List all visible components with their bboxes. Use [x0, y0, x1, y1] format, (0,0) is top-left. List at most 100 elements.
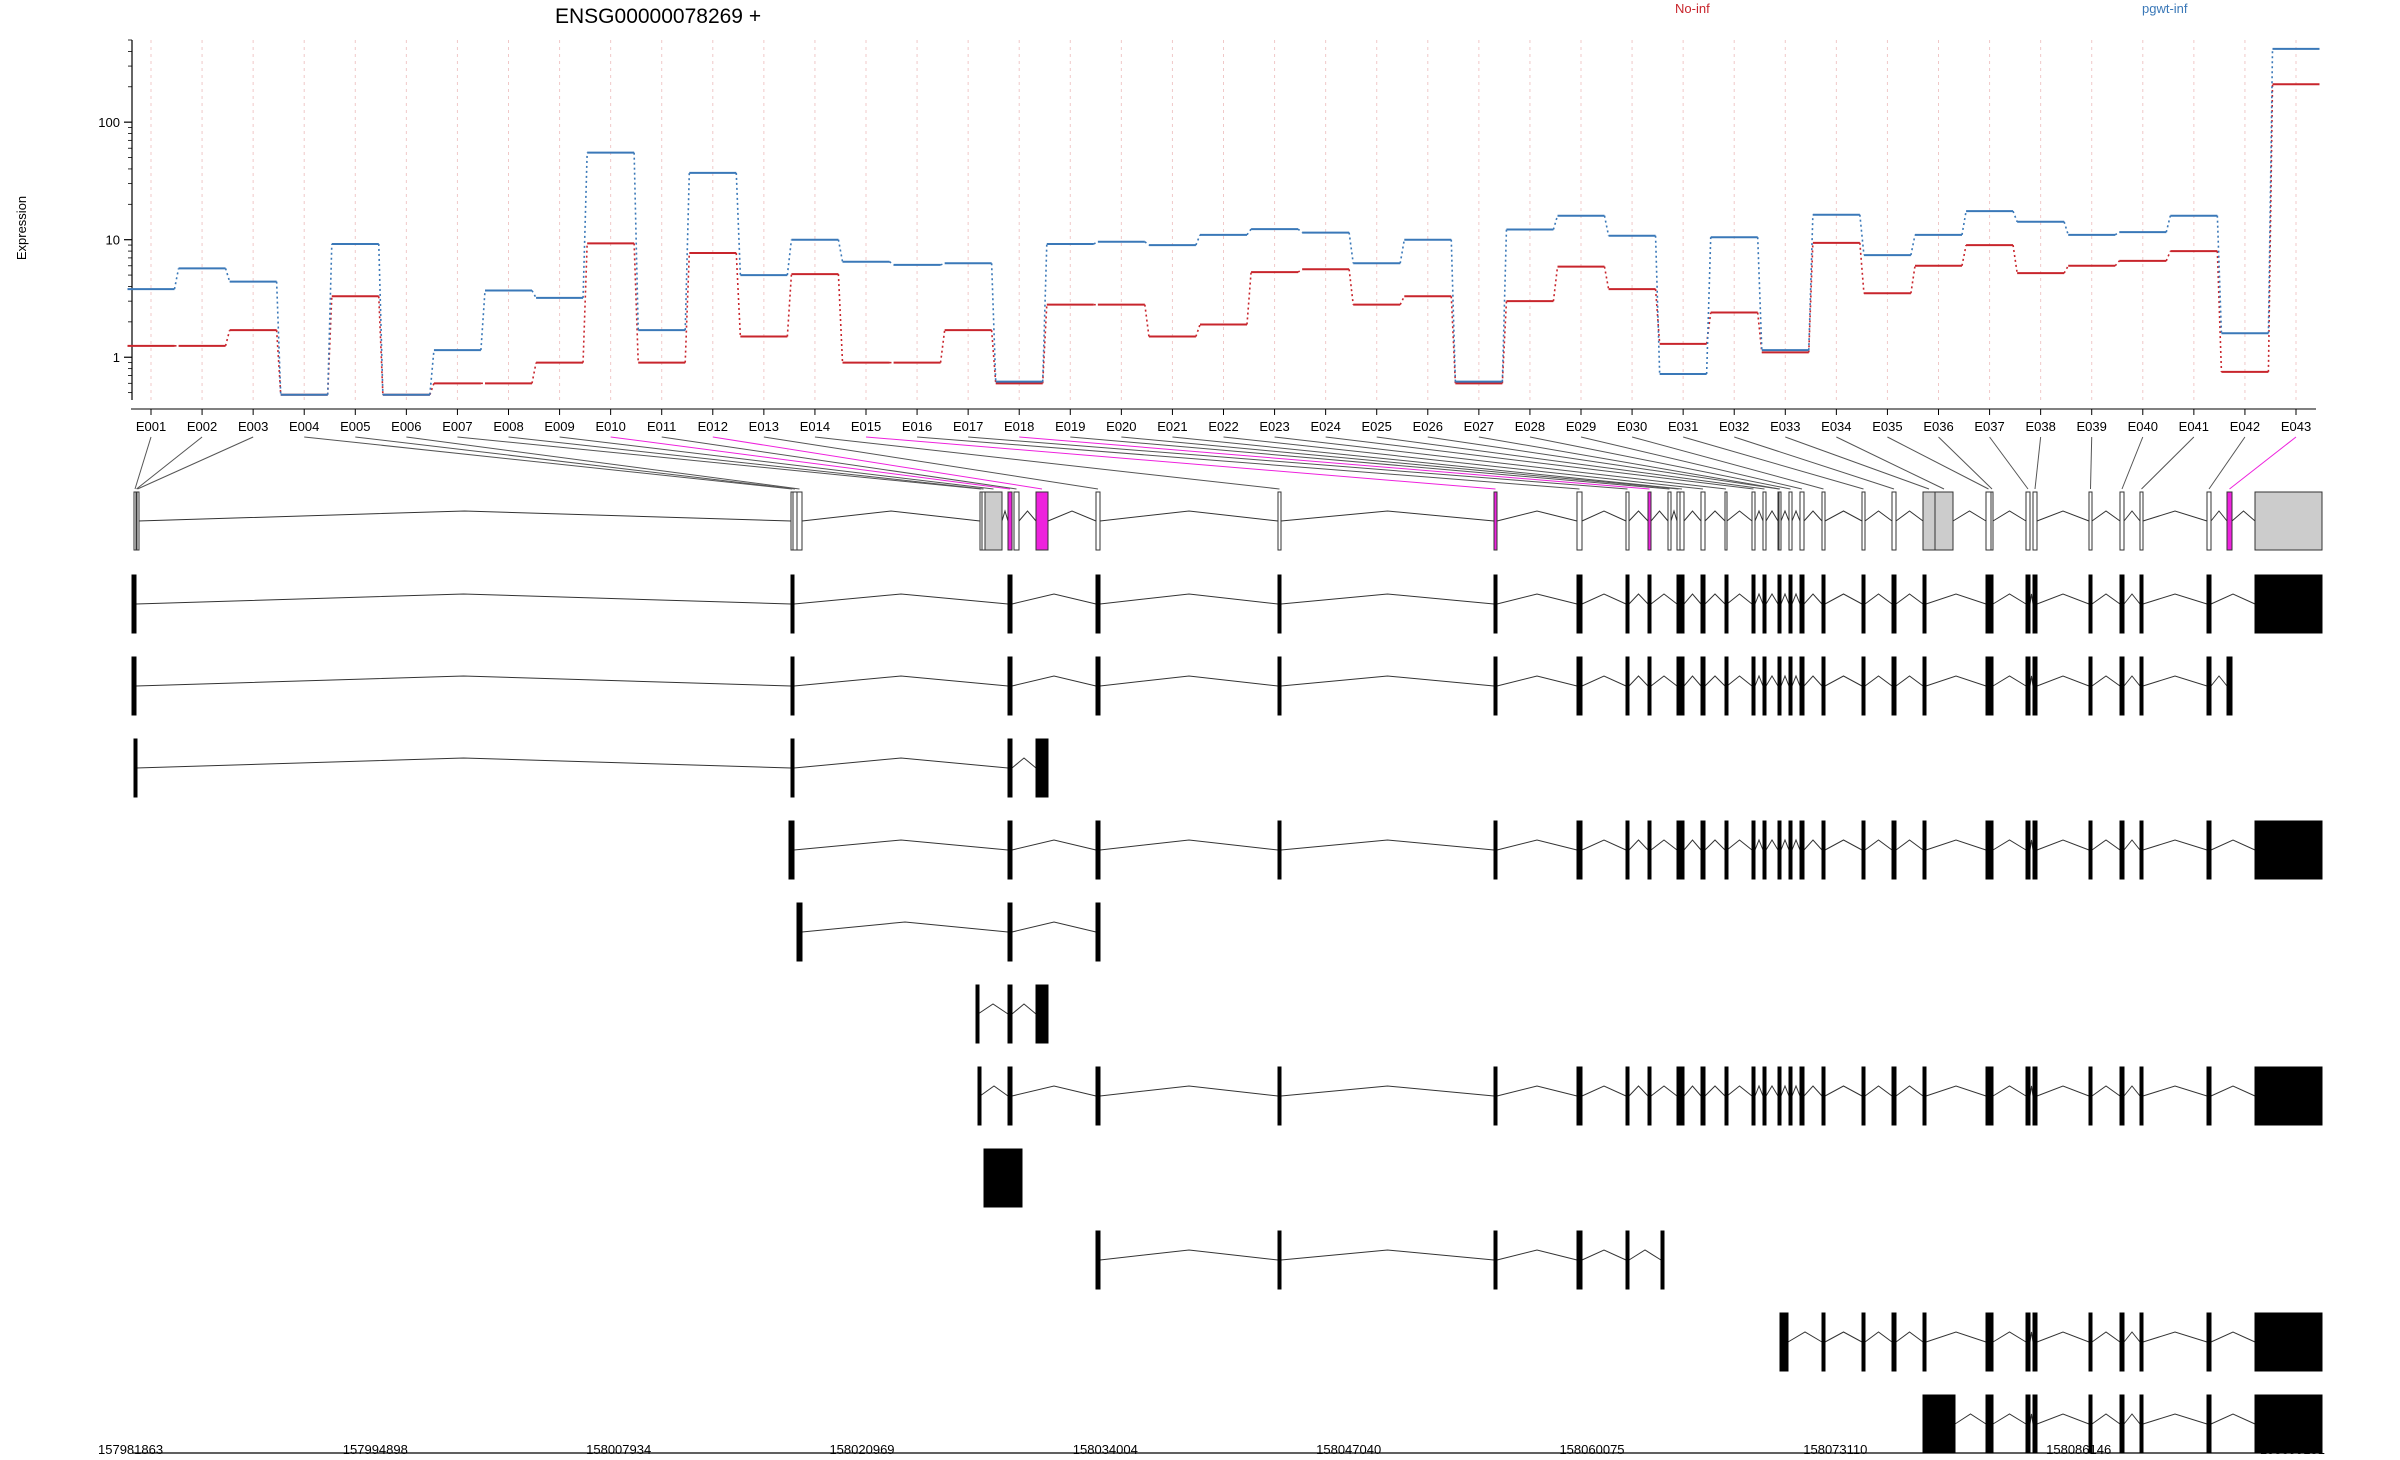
- expression-transition: [1807, 242, 1814, 353]
- intron-line: [1628, 593, 1649, 605]
- exon: [1985, 574, 1994, 634]
- expression-transition: [735, 253, 742, 337]
- exon: [1095, 1066, 1101, 1126]
- connector-E011: [661, 436, 1017, 490]
- exon: [983, 1148, 1023, 1208]
- exon: [1861, 1066, 1866, 1126]
- exon-bin: [2226, 491, 2233, 551]
- expression-transition: [326, 296, 333, 395]
- intron-line: [1650, 839, 1678, 851]
- exon-bin: [1985, 491, 1992, 551]
- exon-label-E010: E010: [595, 419, 625, 434]
- intron-line: [793, 593, 1009, 605]
- intron-line: [1992, 593, 2027, 605]
- exon: [1762, 574, 1767, 634]
- exon: [1861, 574, 1866, 634]
- intron-line: [1628, 839, 1649, 851]
- intron-line: [1754, 509, 1764, 522]
- exon: [1277, 574, 1282, 634]
- exon: [1788, 656, 1793, 716]
- expression-transition: [1910, 265, 1916, 294]
- exon: [2025, 1312, 2031, 1372]
- exon: [1751, 574, 1756, 634]
- intron-line: [1280, 675, 1495, 687]
- transcript-track-9: [1095, 1230, 1665, 1290]
- intron-line: [1280, 1249, 1495, 1261]
- exon: [1821, 1312, 1826, 1372]
- connector-E003: [137, 436, 254, 490]
- intron-line: [1803, 839, 1823, 851]
- grid-lines: [150, 40, 2297, 404]
- connector-E036: [1938, 436, 1993, 490]
- intron-line: [1791, 1084, 1801, 1097]
- intron-line: [1011, 839, 1097, 851]
- legend-no-inf: No-inf: [1675, 1, 1710, 16]
- exon-label-E038: E038: [2025, 419, 2055, 434]
- exon-labels: E001 E002 E003 E004 E005 E006 E007 E008 E009 E010…: [131, 408, 2316, 434]
- exon-label-E005: E005: [340, 419, 370, 434]
- expression-transition: [1552, 266, 1559, 302]
- intron-line: [2123, 510, 2141, 522]
- intron-line: [1895, 675, 1924, 687]
- exon: [1821, 1066, 1826, 1126]
- intron-line: [1628, 1085, 1649, 1097]
- exon: [2139, 1066, 2144, 1126]
- exon: [2139, 656, 2144, 716]
- exon-bin: [1821, 491, 1826, 551]
- genomic-tick-label: 158020969: [829, 1442, 894, 1457]
- exon-label-E035: E035: [1872, 419, 1902, 434]
- intron-line: [1650, 593, 1678, 605]
- genomic-axis: 157981863 157994898 158007934 158020969 1580…: [98, 1442, 2325, 1457]
- exon: [1700, 1066, 1706, 1126]
- intron-line: [1754, 838, 1764, 851]
- exon: [2139, 1312, 2144, 1372]
- exon-bin: [1679, 491, 1685, 551]
- expression-transition: [531, 362, 537, 384]
- exon-label-E011: E011: [647, 419, 676, 434]
- exon-label-E013: E013: [749, 419, 779, 434]
- intron-line: [1280, 593, 1495, 605]
- exon-bin: [1667, 491, 1672, 551]
- genomic-tick-label: 158086146: [2046, 1442, 2111, 1457]
- exon-label-E040: E040: [2128, 419, 2158, 434]
- exon: [131, 574, 137, 634]
- intron-line: [1581, 1085, 1627, 1097]
- exon: [1095, 656, 1101, 716]
- intron-line: [1780, 509, 1790, 522]
- exon-label-E036: E036: [1923, 419, 1953, 434]
- exon-label-E009: E009: [544, 419, 574, 434]
- intron-line: [135, 593, 792, 605]
- intron-line: [2123, 675, 2141, 687]
- exon-bin: [1934, 491, 1954, 551]
- intron-line: [793, 757, 1009, 769]
- exon: [1676, 1066, 1685, 1126]
- exon: [2254, 1066, 2323, 1126]
- exon-bin: [1799, 491, 1805, 551]
- exon: [2119, 574, 2125, 634]
- exon: [1095, 574, 1101, 634]
- exon: [1676, 656, 1685, 716]
- exon: [2254, 574, 2323, 634]
- exon-label-E025: E025: [1362, 419, 1392, 434]
- expression-transition: [1195, 324, 1201, 337]
- exon: [788, 820, 795, 880]
- intron-line: [137, 510, 792, 522]
- intron-line: [1791, 838, 1801, 851]
- intron-line: [1726, 1085, 1753, 1097]
- expression-transition: [2012, 244, 2018, 274]
- connector-E043: [2229, 436, 2297, 490]
- connector-E035: [1887, 436, 1989, 490]
- intron-line: [1726, 510, 1753, 522]
- exon: [1095, 820, 1101, 880]
- connector-E015: [865, 436, 1496, 490]
- exon: [1751, 1066, 1756, 1126]
- genomic-tick-label: 157994898: [343, 1442, 408, 1457]
- exon: [2088, 1066, 2093, 1126]
- intron-line: [1650, 510, 1669, 522]
- exon: [1660, 1230, 1665, 1290]
- exon-bin: [796, 491, 803, 551]
- exon: [1576, 1066, 1583, 1126]
- exon: [1891, 820, 1897, 880]
- exon-label-E006: E006: [391, 419, 421, 434]
- intron-line: [1581, 1249, 1627, 1261]
